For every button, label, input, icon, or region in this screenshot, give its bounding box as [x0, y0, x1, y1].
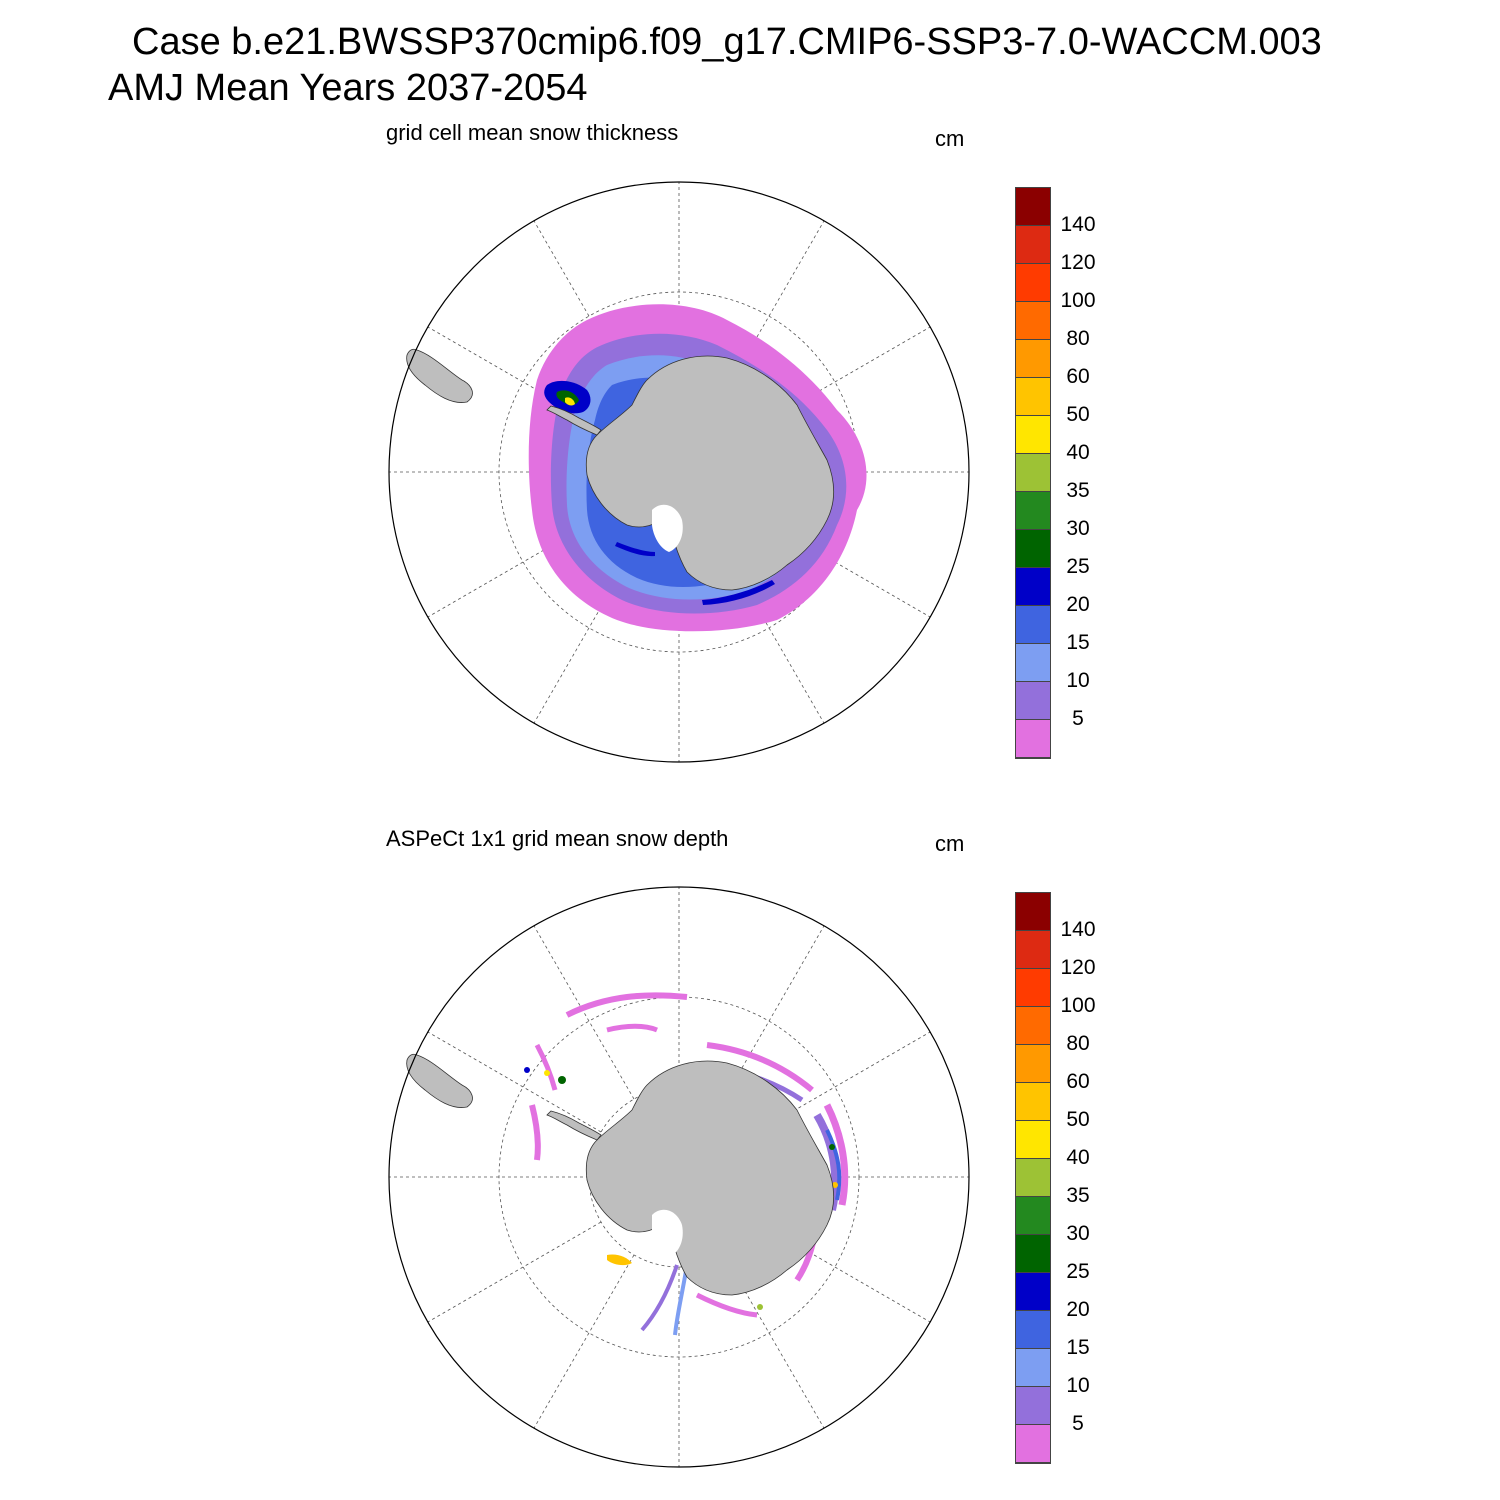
colorbar-label: 5 — [1072, 707, 1084, 730]
colorbar-label: 60 — [1066, 365, 1090, 388]
panel-1-title: grid cell mean snow thickness — [386, 120, 679, 145]
colorbar-label: 140 — [1060, 918, 1096, 941]
colorbar-label: 25 — [1066, 555, 1090, 578]
colorbar-label: 120 — [1060, 956, 1096, 979]
map-boundary — [388, 886, 970, 1468]
colorbar-2 — [1015, 892, 1051, 1464]
colorbar-label: 50 — [1066, 1108, 1090, 1131]
colorbar-label: 15 — [1066, 631, 1090, 654]
colorbar-box — [1016, 188, 1050, 226]
colorbar-label: 40 — [1066, 441, 1090, 464]
panel-2-title: ASPeCt 1x1 grid mean snow depth — [386, 826, 729, 851]
colorbar-box — [1016, 893, 1050, 931]
colorbar-label: 5 — [1072, 1412, 1084, 1435]
observation-tracks — [524, 992, 849, 1336]
colorbar-box — [1016, 530, 1050, 568]
colorbar-box — [1016, 1425, 1050, 1463]
colorbar-box — [1016, 454, 1050, 492]
colorbar-box — [1016, 264, 1050, 302]
colorbar-box — [1016, 378, 1050, 416]
colorbar-box — [1016, 1007, 1050, 1045]
map-boundary — [388, 181, 970, 763]
colorbar-label: 10 — [1066, 1374, 1090, 1397]
south-america-land — [406, 1053, 473, 1108]
colorbar-box — [1016, 720, 1050, 758]
colorbar-label: 20 — [1066, 593, 1090, 616]
colorbar-label: 120 — [1060, 251, 1096, 274]
colorbar-box — [1016, 1045, 1050, 1083]
colorbar-label: 35 — [1066, 479, 1090, 502]
colorbar-label: 50 — [1066, 403, 1090, 426]
colorbar-label: 100 — [1060, 289, 1096, 312]
colorbar-box — [1016, 1273, 1050, 1311]
colorbar-box — [1016, 969, 1050, 1007]
colorbar-label: 25 — [1066, 1260, 1090, 1283]
colorbar-label: 100 — [1060, 994, 1096, 1017]
colorbar-box — [1016, 606, 1050, 644]
colorbar-label: 10 — [1066, 669, 1090, 692]
colorbar-box — [1016, 1083, 1050, 1121]
figure-title-case: Case b.e21.BWSSP370cmip6.f09_g17.CMIP6-S… — [132, 21, 1322, 63]
antarctica-land — [546, 1060, 835, 1296]
colorbar-box — [1016, 931, 1050, 969]
panel-1-units: cm — [935, 126, 965, 151]
colorbar-box — [1016, 1197, 1050, 1235]
longitude-line — [533, 1254, 635, 1429]
south-america-land — [406, 348, 473, 403]
colorbar-box — [1016, 226, 1050, 264]
colorbar-1 — [1015, 187, 1051, 759]
colorbar-box — [1016, 568, 1050, 606]
colorbar-box — [1016, 1121, 1050, 1159]
colorbar-label: 140 — [1060, 213, 1096, 236]
colorbar-box — [1016, 492, 1050, 530]
colorbar-box — [1016, 416, 1050, 454]
colorbar-box — [1016, 1235, 1050, 1273]
colorbar-box — [1016, 1311, 1050, 1349]
panel-2-units: cm — [935, 831, 965, 856]
colorbar-box — [1016, 682, 1050, 720]
colorbar-box — [1016, 1387, 1050, 1425]
figure-title-period: AMJ Mean Years 2037-2054 — [108, 67, 588, 109]
colorbar-label: 60 — [1066, 1070, 1090, 1093]
longitude-line — [427, 1221, 602, 1323]
colorbar-label: 35 — [1066, 1184, 1090, 1207]
colorbar-box — [1016, 644, 1050, 682]
colorbar-label: 80 — [1066, 327, 1090, 350]
colorbar-label: 20 — [1066, 1298, 1090, 1321]
colorbar-label: 15 — [1066, 1336, 1090, 1359]
colorbar-label: 30 — [1066, 1222, 1090, 1245]
model-snow-map — [388, 181, 970, 763]
antarctica-land — [546, 355, 835, 591]
colorbar-label: 30 — [1066, 517, 1090, 540]
colorbar-box — [1016, 1349, 1050, 1387]
aspect-snow-map — [388, 886, 970, 1468]
colorbar-box — [1016, 1159, 1050, 1197]
colorbar-label: 80 — [1066, 1032, 1090, 1055]
colorbar-box — [1016, 340, 1050, 378]
colorbar-box — [1016, 302, 1050, 340]
colorbar-label: 40 — [1066, 1146, 1090, 1169]
